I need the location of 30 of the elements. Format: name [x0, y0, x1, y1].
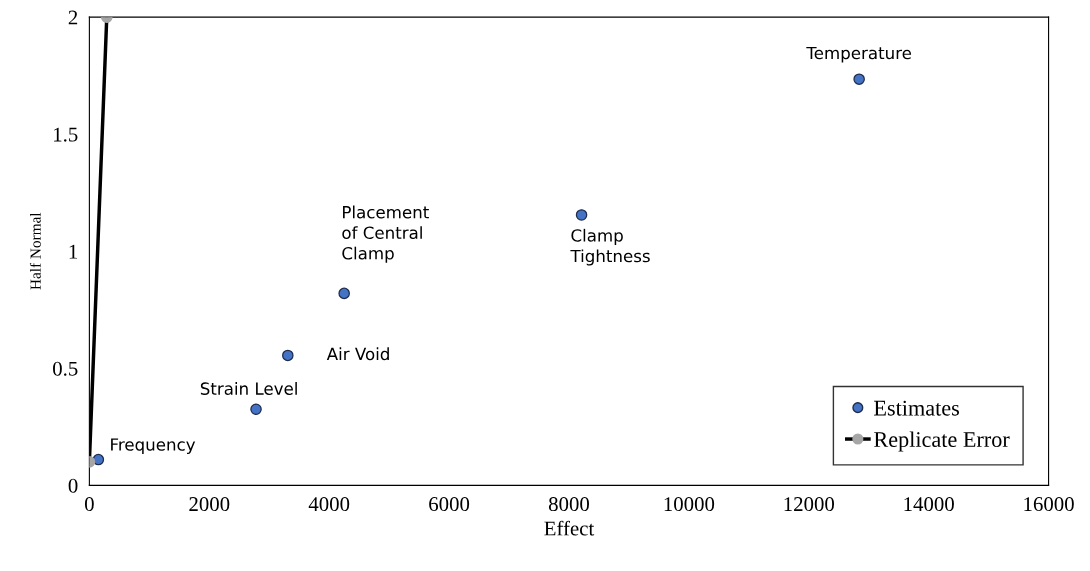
y-tick-label: 1.5	[54, 127, 78, 142]
legend-label: Replicate Error	[874, 431, 1010, 452]
point	[282, 349, 294, 362]
annotation: Placement of Central Clamp	[342, 205, 429, 263]
y-axis-title: Half Normal	[29, 212, 41, 290]
x-tick-label: 16000	[1024, 497, 1074, 512]
annotation: Strain Level	[200, 382, 297, 395]
legend-label: Estimates	[874, 400, 959, 416]
y-tick-label: 2	[68, 10, 78, 25]
point	[338, 287, 350, 300]
x-tick-label: 10000	[664, 497, 715, 512]
annotation: Temperature	[806, 46, 912, 63]
x-tick-label: 8000	[548, 497, 590, 512]
x-tick-label: 4000	[308, 497, 350, 512]
y-tick-label: 1	[69, 244, 78, 259]
point	[250, 403, 262, 416]
point	[853, 73, 865, 85]
annotation: Air Void	[326, 347, 389, 361]
annotation: Clamp Tightness	[570, 228, 650, 266]
y-tick-label: 0	[68, 478, 78, 493]
point	[575, 209, 588, 221]
annotation: Frequency	[111, 438, 196, 455]
x-tick-label: 12000	[784, 497, 835, 512]
x-tick-label: 6000	[429, 497, 470, 512]
x-tick-label: 2000	[189, 497, 230, 512]
x-tick-label: 14000	[904, 497, 954, 512]
y-tick-label: 0.5	[53, 361, 78, 376]
x-tick-label: 0	[84, 497, 94, 512]
point	[92, 453, 105, 466]
x-axis-title: Effect	[544, 520, 595, 536]
